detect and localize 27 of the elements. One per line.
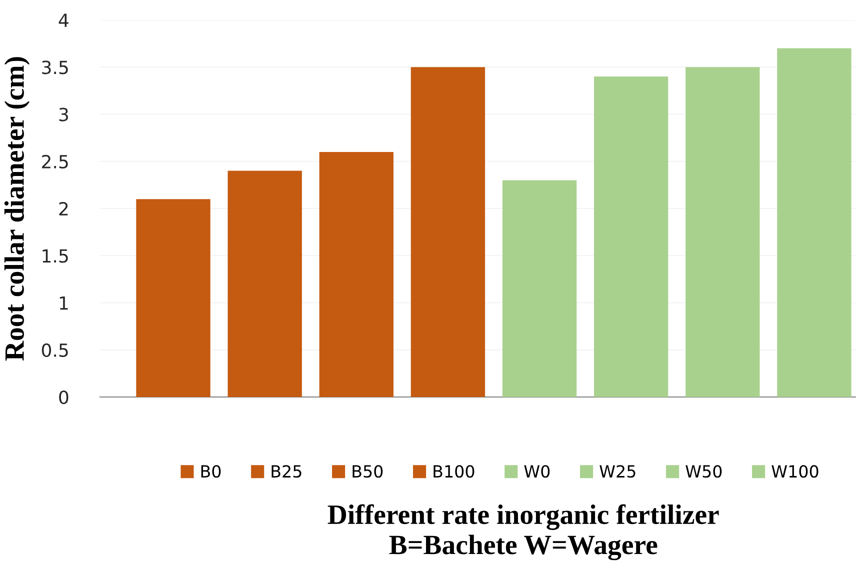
bar (228, 170, 302, 397)
bar (136, 199, 210, 397)
y-tick-label: 1 (60, 296, 68, 310)
legend-label: B25 (272, 465, 302, 478)
bar (410, 67, 486, 397)
y-tick-label: 4 (58, 14, 68, 27)
legend-label: B50 (352, 465, 383, 478)
legend-label: W25 (600, 465, 636, 478)
y-tick-label: 0 (59, 390, 68, 404)
bar (686, 67, 760, 397)
bar (777, 48, 852, 397)
y-tick-label: 3.5 (42, 60, 68, 74)
legend-label: W50 (686, 465, 722, 478)
x-axis-title: Different rate inorganic fertilizer B=Bachete W=Wagere (328, 504, 719, 560)
legend-label: W0 (524, 465, 550, 478)
bar (319, 152, 394, 397)
y-tick-label: 0.5 (42, 343, 68, 357)
bar (594, 76, 668, 397)
y-tick-label: 2.5 (42, 154, 68, 168)
y-axis-title: Root collar diameter (cm) (4, 57, 30, 361)
y-tick-label: 1.5 (42, 249, 68, 263)
bar (502, 180, 577, 397)
legend-label: B0 (201, 465, 221, 478)
legend-label: B100 (434, 465, 474, 478)
legend-label: W100 (772, 465, 818, 478)
y-tick-label: 3 (59, 108, 68, 122)
y-tick-label: 2 (59, 202, 68, 216)
